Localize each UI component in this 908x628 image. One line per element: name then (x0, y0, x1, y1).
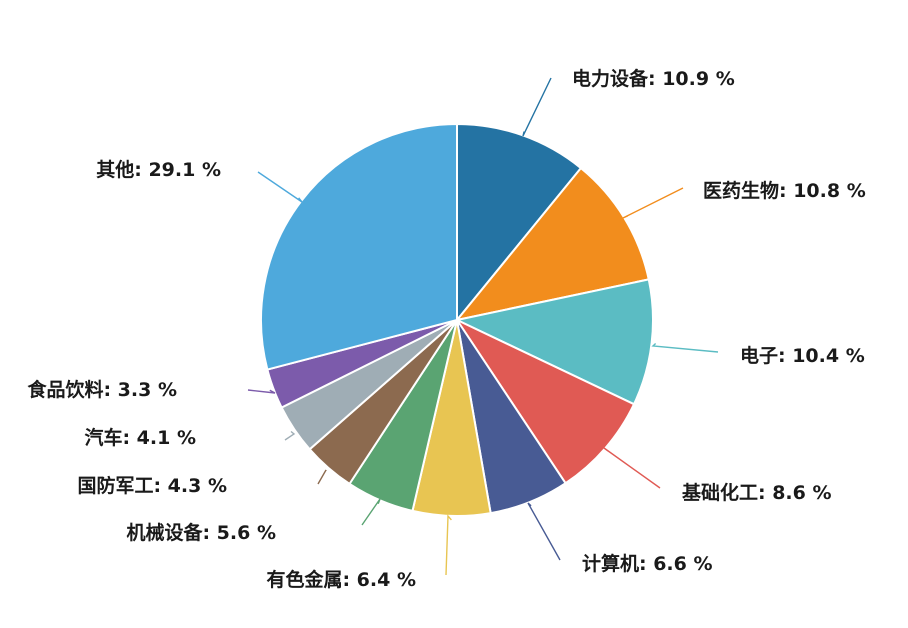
pie-leader-line (445, 514, 452, 576)
pie-leader-line (622, 187, 684, 219)
pie-slice-label: 汽车: 4.1 % (84, 426, 196, 449)
pie-leader-line (284, 430, 296, 441)
pie-slice-label: 有色金属: 6.4 % (266, 568, 416, 591)
pie-slices (260, 122, 654, 518)
pie-slice (453, 278, 654, 406)
pie-slice-label: 电子: 10.4 % (740, 344, 865, 367)
pie-slice-label: 医药生物: 10.8 % (703, 179, 866, 202)
pie-leader-line (527, 502, 561, 561)
pie-leader-line (361, 498, 381, 526)
pie-slice-label: 食品饮料: 3.3 % (27, 378, 177, 401)
pie-leader-line (522, 77, 552, 137)
pie-slice-label: 国防军工: 4.3 % (77, 474, 227, 497)
pie-leader-line (317, 469, 327, 485)
pie-slice (260, 122, 458, 371)
pie-leader-lines (247, 77, 719, 576)
pie-slice-label: 其他: 29.1 % (96, 158, 221, 181)
pie-slice-label: 机械设备: 5.6 % (126, 521, 276, 544)
pie-slice-label: 基础化工: 8.6 % (681, 481, 832, 504)
pie-slice-label: 计算机: 6.6 % (582, 552, 713, 575)
pie-labels: 电力设备: 10.9 % 医药生物: 10.8 % 电子: 10.4 % 基础化工: … (27, 67, 865, 591)
pie-leader-line (257, 171, 303, 203)
pie-slice-label: 电力设备: 10.9 % (572, 67, 735, 90)
pie-leader-line (603, 447, 661, 489)
pie-leader-line (247, 389, 276, 394)
pie-leader-line (651, 342, 719, 353)
